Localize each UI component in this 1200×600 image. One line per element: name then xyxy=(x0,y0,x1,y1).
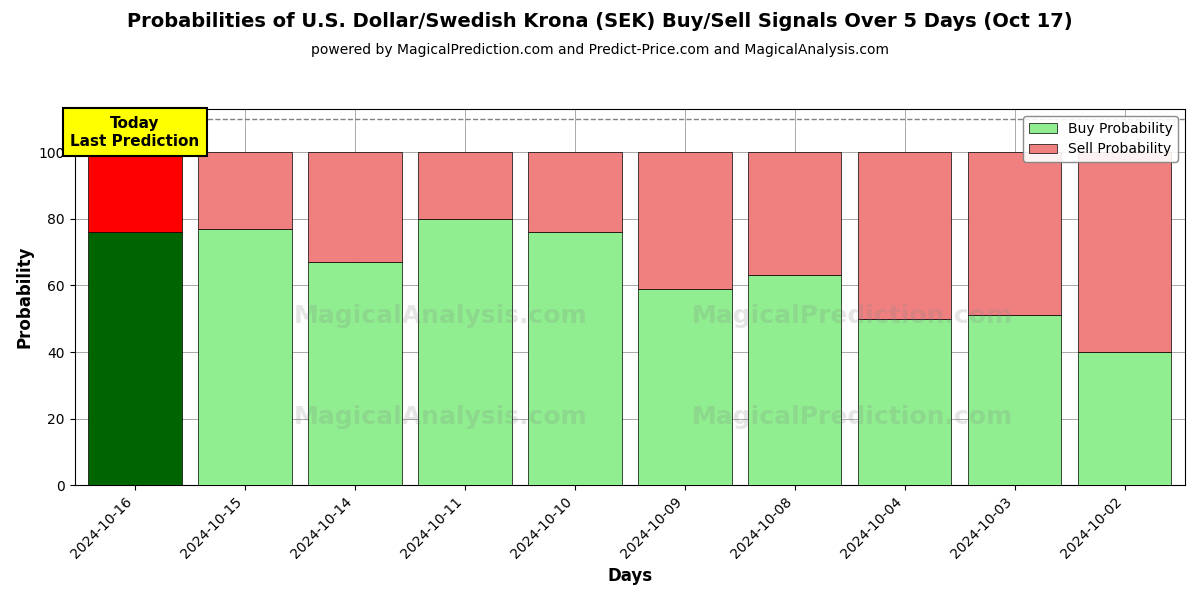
Bar xyxy=(528,152,622,232)
Text: MagicalAnalysis.com: MagicalAnalysis.com xyxy=(294,406,588,430)
Bar xyxy=(89,152,182,232)
Bar xyxy=(198,152,292,229)
Bar xyxy=(419,219,511,485)
Text: Today
Last Prediction: Today Last Prediction xyxy=(71,116,199,149)
Bar xyxy=(638,152,732,289)
Bar xyxy=(1078,152,1171,352)
Bar xyxy=(858,152,952,319)
Text: MagicalAnalysis.com: MagicalAnalysis.com xyxy=(294,304,588,328)
Bar xyxy=(748,275,841,485)
Bar xyxy=(638,289,732,485)
Bar xyxy=(968,152,1061,316)
Bar xyxy=(198,229,292,485)
Text: Probabilities of U.S. Dollar/Swedish Krona (SEK) Buy/Sell Signals Over 5 Days (O: Probabilities of U.S. Dollar/Swedish Kro… xyxy=(127,12,1073,31)
Bar xyxy=(308,152,402,262)
Legend: Buy Probability, Sell Probability: Buy Probability, Sell Probability xyxy=(1024,116,1178,162)
Text: MagicalPrediction.com: MagicalPrediction.com xyxy=(691,304,1013,328)
Bar xyxy=(858,319,952,485)
Bar xyxy=(748,152,841,275)
Bar xyxy=(1078,352,1171,485)
Bar xyxy=(968,316,1061,485)
Bar xyxy=(308,262,402,485)
Y-axis label: Probability: Probability xyxy=(16,246,34,349)
Text: powered by MagicalPrediction.com and Predict-Price.com and MagicalAnalysis.com: powered by MagicalPrediction.com and Pre… xyxy=(311,43,889,57)
Bar xyxy=(89,232,182,485)
Text: MagicalPrediction.com: MagicalPrediction.com xyxy=(691,406,1013,430)
Bar xyxy=(419,152,511,219)
Bar xyxy=(528,232,622,485)
X-axis label: Days: Days xyxy=(607,567,653,585)
